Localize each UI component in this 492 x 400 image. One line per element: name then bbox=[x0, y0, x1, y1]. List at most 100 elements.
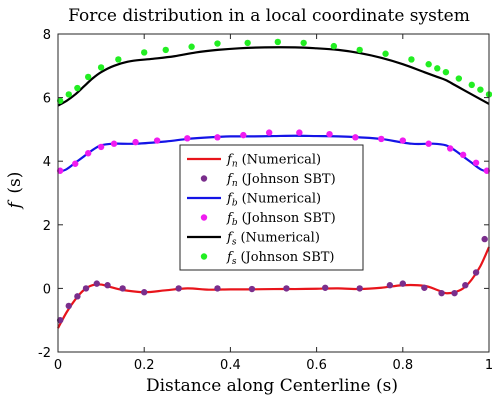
data-point bbox=[296, 129, 303, 136]
legend-marker-swatch bbox=[200, 214, 208, 221]
data-point bbox=[74, 84, 81, 92]
y-axis-label-group: f (s) bbox=[5, 172, 25, 211]
y-tick-label: 4 bbox=[43, 155, 51, 170]
data-point bbox=[65, 302, 72, 310]
data-point bbox=[72, 160, 79, 167]
data-point bbox=[240, 131, 247, 139]
data-point bbox=[330, 42, 338, 50]
chart-title: Force distribution in a local coordinate… bbox=[68, 6, 470, 26]
data-point bbox=[352, 134, 359, 141]
data-point bbox=[141, 49, 148, 56]
data-point bbox=[244, 39, 251, 47]
y-tick-label: 8 bbox=[43, 28, 51, 43]
data-point bbox=[214, 40, 221, 47]
data-point bbox=[447, 145, 454, 152]
y-tick-label: 0 bbox=[43, 282, 51, 297]
y-tick-label: 2 bbox=[43, 219, 51, 234]
data-point bbox=[322, 284, 329, 291]
legend-label: fn (Johnson SBT) bbox=[226, 172, 336, 189]
legend-label: fs (Johnson SBT) bbox=[226, 250, 335, 267]
data-point bbox=[119, 285, 126, 292]
data-point bbox=[455, 75, 463, 82]
data-point bbox=[382, 50, 389, 57]
legend-box bbox=[179, 144, 364, 271]
data-point bbox=[104, 282, 111, 289]
data-point bbox=[274, 38, 282, 46]
series-1 bbox=[56, 235, 488, 324]
plot-frame bbox=[57, 33, 490, 353]
data-point bbox=[162, 46, 169, 54]
data-point bbox=[399, 137, 406, 144]
legend-item: fs (Numerical) bbox=[187, 231, 320, 248]
data-point bbox=[442, 68, 450, 76]
data-point bbox=[378, 135, 385, 143]
data-point bbox=[425, 61, 432, 68]
data-point bbox=[153, 137, 161, 144]
data-point bbox=[462, 282, 469, 289]
series-line bbox=[57, 46, 490, 107]
x-tick-label: 0.6 bbox=[306, 358, 327, 373]
data-point bbox=[425, 140, 432, 147]
series-4 bbox=[57, 46, 490, 107]
data-point bbox=[132, 138, 139, 146]
legend-marker-swatch bbox=[200, 175, 208, 182]
legend-label: fn (Numerical) bbox=[226, 153, 321, 170]
data-point bbox=[356, 285, 363, 292]
data-point bbox=[97, 143, 105, 151]
data-point bbox=[283, 285, 290, 292]
y-tick-label: -2 bbox=[38, 346, 51, 361]
y-tick-label: 6 bbox=[43, 92, 51, 107]
x-tick-label: 0.4 bbox=[220, 358, 241, 373]
data-point bbox=[110, 140, 118, 147]
x-tick-label: 0.2 bbox=[134, 358, 155, 373]
y-axis-label: f (s) bbox=[5, 172, 25, 211]
data-point bbox=[97, 64, 105, 71]
data-point bbox=[399, 280, 406, 287]
data-point bbox=[74, 293, 81, 300]
data-point bbox=[265, 129, 273, 136]
legend-item: fn (Numerical) bbox=[187, 153, 321, 170]
x-tick-label: 0.8 bbox=[392, 358, 413, 373]
x-tick-label: 0 bbox=[54, 358, 62, 373]
data-point bbox=[84, 73, 92, 81]
data-point bbox=[214, 134, 221, 141]
data-point bbox=[141, 289, 148, 296]
data-point bbox=[459, 151, 467, 159]
legend-item: fn (Johnson SBT) bbox=[200, 172, 336, 189]
data-point bbox=[356, 46, 363, 54]
series-3 bbox=[56, 129, 491, 174]
data-point bbox=[175, 285, 182, 292]
data-point bbox=[184, 135, 191, 142]
legend: fn (Numerical) fn (Johnson SBT) fb (Numerical… bbox=[179, 144, 364, 271]
y-axis-label-rest: (s) bbox=[5, 172, 25, 194]
data-point bbox=[56, 317, 64, 324]
data-point bbox=[214, 285, 221, 292]
data-point bbox=[421, 284, 428, 291]
legend-label: fb (Numerical) bbox=[226, 192, 321, 209]
data-point bbox=[438, 289, 445, 297]
x-tick-label: 1 bbox=[485, 358, 492, 373]
data-point bbox=[483, 167, 491, 174]
legend-item: fs (Johnson SBT) bbox=[200, 250, 335, 267]
data-point bbox=[472, 269, 480, 276]
data-point bbox=[408, 56, 415, 63]
legend-item: fb (Numerical) bbox=[187, 192, 321, 209]
data-point bbox=[434, 65, 441, 72]
data-point bbox=[386, 282, 394, 289]
data-point bbox=[248, 285, 256, 293]
data-point bbox=[451, 289, 458, 297]
data-point bbox=[56, 167, 64, 174]
plot-area bbox=[56, 38, 492, 329]
data-point bbox=[93, 280, 100, 287]
legend-label: fb (Johnson SBT) bbox=[226, 211, 336, 228]
series-5 bbox=[56, 38, 492, 104]
x-axis-label: Distance along Centerline (s) bbox=[146, 376, 398, 396]
data-point bbox=[84, 150, 92, 157]
data-point bbox=[468, 81, 475, 89]
legend-label: fs (Numerical) bbox=[226, 231, 320, 248]
data-point bbox=[481, 235, 488, 243]
data-point bbox=[326, 130, 333, 138]
legend-marker-swatch bbox=[200, 253, 208, 260]
